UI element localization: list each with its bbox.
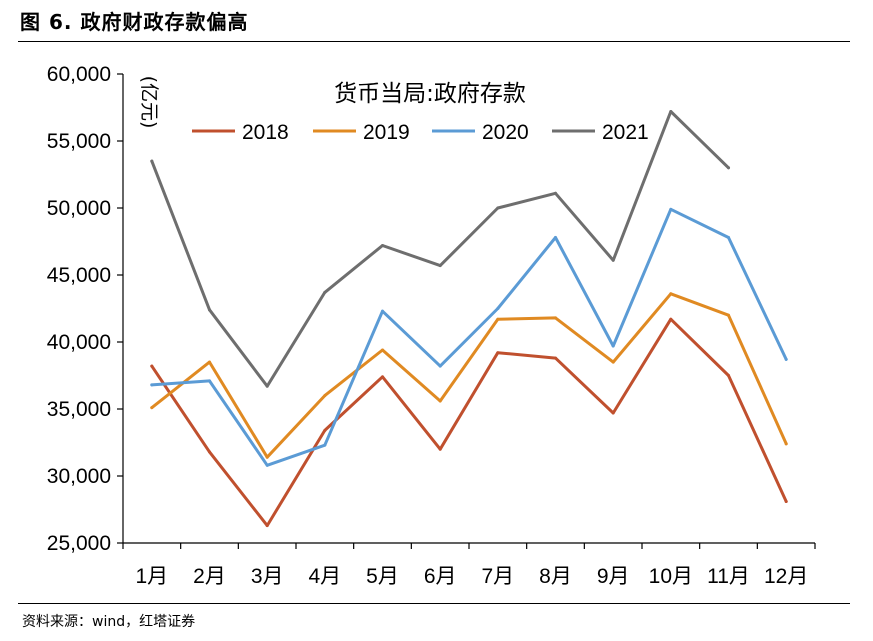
point-2021-7 xyxy=(496,206,500,210)
x-tick-label: 11月 xyxy=(707,565,750,588)
point-2019-6 xyxy=(438,399,442,403)
point-2018-12 xyxy=(784,499,788,503)
point-2021-2 xyxy=(208,308,211,312)
point-2018-7 xyxy=(496,351,500,355)
point-2021-4 xyxy=(323,290,327,294)
point-2018-10 xyxy=(669,317,673,321)
point-2021-11 xyxy=(727,166,730,170)
chart-axes: 25,000 30,000 35,000 40,000 45,000 50,000 55,0… xyxy=(47,63,816,588)
y-tick-label: 35,000 xyxy=(47,398,111,421)
x-tick-label: 4月 xyxy=(308,565,341,588)
point-2018-6 xyxy=(438,447,442,451)
legend-label-2020: 2020 xyxy=(482,121,529,144)
point-2020-1 xyxy=(150,383,154,387)
point-2019-7 xyxy=(496,317,500,321)
point-2019-2 xyxy=(208,360,211,364)
x-tick-label: 2月 xyxy=(193,565,226,588)
point-2020-8 xyxy=(554,235,557,239)
point-2021-5 xyxy=(381,244,384,248)
legend-label-2019: 2019 xyxy=(363,121,410,144)
series-layer xyxy=(150,110,788,528)
point-2019-12 xyxy=(784,442,788,446)
x-tick-label: 3月 xyxy=(251,565,284,588)
point-2019-1 xyxy=(150,406,154,410)
y-tick-label: 45,000 xyxy=(47,264,111,287)
bottom-rule xyxy=(18,603,850,604)
point-2021-10 xyxy=(669,110,673,114)
top-rule xyxy=(18,41,850,42)
point-2021-6 xyxy=(438,264,442,268)
point-2021-9 xyxy=(611,258,615,262)
x-tick-label: 8月 xyxy=(539,565,572,588)
point-2020-5 xyxy=(381,309,384,313)
x-tick-label: 1月 xyxy=(135,565,168,588)
point-2020-11 xyxy=(727,235,730,239)
point-2021-3 xyxy=(265,384,269,388)
point-2020-6 xyxy=(438,364,442,368)
point-2020-9 xyxy=(611,344,615,348)
x-tick-label: 9月 xyxy=(597,565,630,588)
point-2020-10 xyxy=(669,207,673,211)
point-2018-3 xyxy=(265,524,269,528)
point-2018-5 xyxy=(381,375,384,379)
point-2020-2 xyxy=(208,379,211,383)
x-tick-label: 7月 xyxy=(481,565,514,588)
point-2020-12 xyxy=(784,357,788,361)
y-tick-label: 30,000 xyxy=(47,465,111,488)
series-line-2019 xyxy=(150,292,788,459)
point-2021-1 xyxy=(150,159,154,163)
y-axis-label: (亿元) xyxy=(138,76,160,129)
x-tick-label: 5月 xyxy=(366,565,399,588)
x-tick-label: 6月 xyxy=(424,565,457,588)
point-2019-4 xyxy=(323,394,327,398)
point-2018-8 xyxy=(554,356,557,360)
series-line-2021 xyxy=(150,110,730,388)
point-2021-8 xyxy=(554,191,557,195)
point-2018-4 xyxy=(323,428,327,432)
x-tick-label: 10月 xyxy=(649,565,693,588)
legend-label-2018: 2018 xyxy=(242,121,289,144)
legend-label-2021: 2021 xyxy=(602,121,649,144)
series-line-2020 xyxy=(150,207,788,467)
point-2019-10 xyxy=(669,292,673,296)
point-2019-5 xyxy=(381,348,384,352)
point-2018-9 xyxy=(611,411,615,415)
y-tick-label: 25,000 xyxy=(47,532,111,555)
y-tick-label: 50,000 xyxy=(47,197,111,220)
point-2019-9 xyxy=(611,360,615,364)
figure-title: 图 6. 政府财政存款偏高 xyxy=(20,10,249,34)
point-2019-3 xyxy=(265,455,269,459)
chart-title: 货币当局:政府存款 xyxy=(334,81,526,107)
point-2019-8 xyxy=(554,316,557,320)
source-note: 资料来源：wind，红塔证券 xyxy=(22,614,196,630)
point-2019-11 xyxy=(727,313,730,317)
legend: 2018 2019 2020 2021 xyxy=(192,121,649,144)
point-2020-7 xyxy=(496,307,500,310)
y-tick-label: 55,000 xyxy=(47,130,111,153)
point-2018-2 xyxy=(208,450,211,454)
series-line-2018 xyxy=(150,317,788,528)
y-tick-label: 40,000 xyxy=(47,331,111,354)
point-2020-3 xyxy=(265,463,269,467)
y-tick-label: 60,000 xyxy=(47,63,111,86)
point-2018-1 xyxy=(150,364,154,368)
point-2018-11 xyxy=(727,374,730,377)
point-2020-4 xyxy=(323,443,327,447)
x-tick-label: 12月 xyxy=(764,565,808,588)
